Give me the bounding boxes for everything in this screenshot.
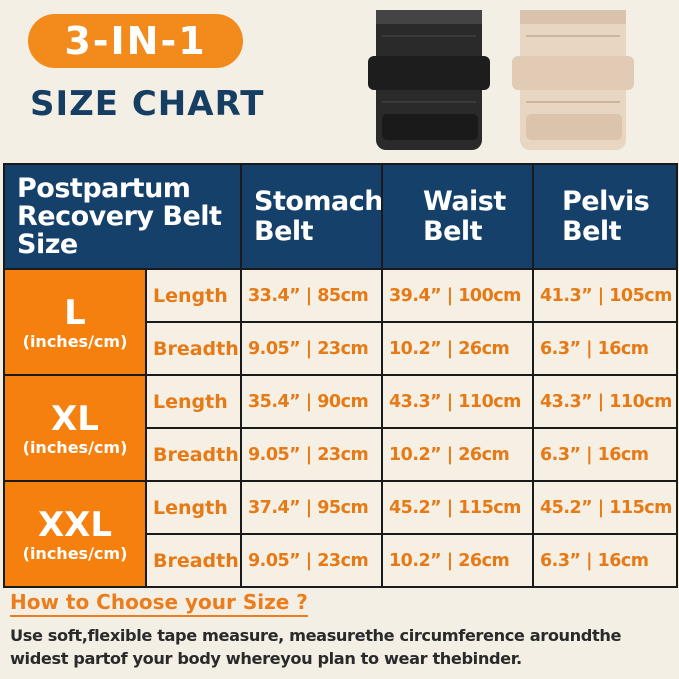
beige-belt-image bbox=[512, 10, 634, 150]
measurement-cell: 43.3” | 110cm bbox=[381, 374, 534, 429]
size-cell: L (inches/cm) bbox=[3, 268, 147, 376]
page-title: SIZE CHART bbox=[30, 84, 265, 124]
measurement-cell: 45.2” | 115cm bbox=[381, 480, 534, 535]
how-to-choose-heading: How to Choose your Size ? bbox=[10, 590, 308, 617]
measurement-cell: 9.05” | 23cm bbox=[240, 427, 383, 482]
measurement-cell: 9.05” | 23cm bbox=[240, 533, 383, 588]
dimension-label: Breadth bbox=[145, 427, 242, 482]
size-label: L bbox=[64, 292, 86, 333]
measurement-cell: 9.05” | 23cm bbox=[240, 321, 383, 376]
table-row: Breadth 9.05” | 23cm 10.2” | 26cm 6.3” | 16… bbox=[4, 533, 678, 588]
black-belt-image bbox=[368, 10, 490, 150]
size-unit: (inches/cm) bbox=[22, 331, 128, 351]
dimension-label: Breadth bbox=[145, 533, 242, 588]
size-cell: XL (inches/cm) bbox=[3, 374, 147, 482]
size-unit: (inches/cm) bbox=[22, 543, 128, 563]
measurement-cell: 39.4” | 100cm bbox=[381, 268, 534, 323]
how-to-choose-text: Use soft,flexible tape measure, measuret… bbox=[10, 626, 622, 668]
size-chart-table: Postpartum Recovery Belt Size Stomach Be… bbox=[3, 163, 678, 588]
dimension-label: Length bbox=[145, 268, 242, 323]
header-pelvis-belt: Pelvis Belt bbox=[532, 163, 678, 270]
dimension-label: Breadth bbox=[145, 321, 242, 376]
measurement-cell: 41.3” | 105cm bbox=[532, 268, 678, 323]
measurement-cell: 33.4” | 85cm bbox=[240, 268, 383, 323]
dimension-label: Length bbox=[145, 374, 242, 429]
measurement-cell: 6.3” | 16cm bbox=[532, 533, 678, 588]
size-unit: (inches/cm) bbox=[22, 437, 128, 457]
header-stomach-belt: Stomach Belt bbox=[240, 163, 383, 270]
size-label: XL bbox=[51, 398, 99, 439]
measurement-cell: 43.3” | 110cm bbox=[532, 374, 678, 429]
table-row: L (inches/cm) Length 33.4” | 85cm 39.4” | 10… bbox=[3, 268, 678, 376]
badge-3-in-1: 3-IN-1 bbox=[28, 14, 243, 68]
measurement-cell: 10.2” | 26cm bbox=[381, 321, 534, 376]
measurement-cell: 6.3” | 16cm bbox=[532, 321, 678, 376]
measurement-cell: 10.2” | 26cm bbox=[381, 427, 534, 482]
size-cell: XXL (inches/cm) bbox=[3, 480, 147, 588]
table-row: XL (inches/cm) Length 35.4” | 90cm 43.3” | 1… bbox=[3, 374, 678, 482]
table-row: XXL (inches/cm) Length 37.4” | 95cm 45.2” | … bbox=[3, 480, 678, 588]
measurement-cell: 10.2” | 26cm bbox=[381, 533, 534, 588]
size-label: XXL bbox=[37, 504, 113, 545]
table-row: Breadth 9.05” | 23cm 10.2” | 26cm 6.3” | 16… bbox=[4, 321, 678, 376]
table-row: Breadth 9.05” | 23cm 10.2” | 26cm 6.3” | 16… bbox=[4, 427, 678, 482]
dimension-label: Length bbox=[145, 480, 242, 535]
header-row: Postpartum Recovery Belt Size Stomach Be… bbox=[3, 163, 678, 270]
measurement-cell: 35.4” | 90cm bbox=[240, 374, 383, 429]
measurement-cell: 45.2” | 115cm bbox=[532, 480, 678, 535]
measurement-cell: 6.3” | 16cm bbox=[532, 427, 678, 482]
header-waist-belt: Waist Belt bbox=[381, 163, 534, 270]
header-size: Postpartum Recovery Belt Size bbox=[3, 163, 242, 270]
measurement-cell: 37.4” | 95cm bbox=[240, 480, 383, 535]
